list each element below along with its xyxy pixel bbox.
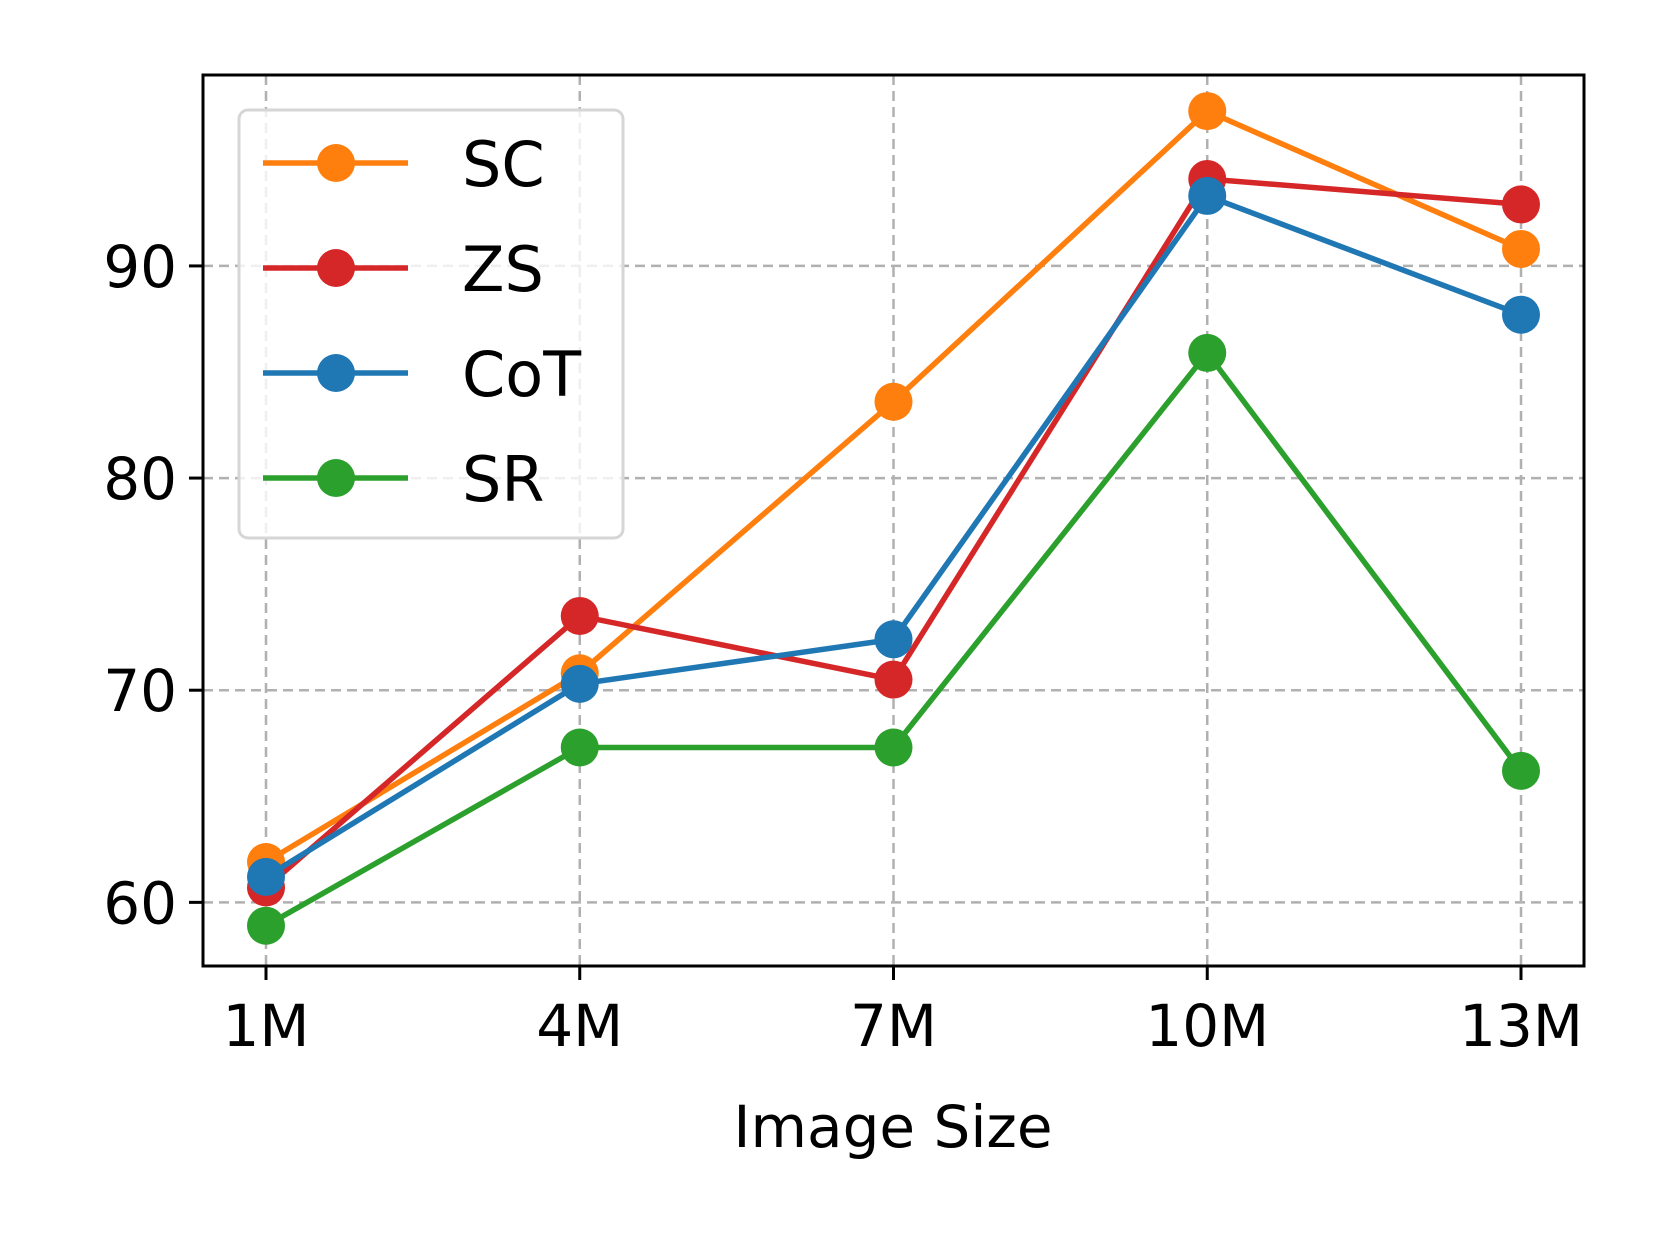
data-point — [1502, 185, 1540, 224]
data-point — [1188, 92, 1227, 131]
series-cot — [247, 176, 1540, 896]
data-point — [874, 620, 913, 659]
legend-entry: CoT — [263, 338, 582, 411]
legend-entry: SC — [263, 128, 545, 201]
legend-marker — [317, 459, 355, 497]
legend-box — [237, 108, 625, 540]
data-point — [560, 664, 599, 703]
data-point — [874, 382, 913, 421]
data-point — [1502, 229, 1540, 268]
x-tick-label: 1M — [223, 992, 310, 1060]
data-point — [874, 728, 913, 767]
legend-marker — [317, 144, 355, 182]
data-point — [1188, 176, 1227, 215]
y-tick-label: 80 — [103, 445, 177, 513]
series-sr — [247, 333, 1540, 945]
legend-marker — [317, 249, 355, 287]
legend-label: ZS — [462, 233, 544, 306]
legend-entry: ZS — [263, 233, 544, 306]
data-point — [1502, 751, 1540, 790]
x-tick-label: 7M — [850, 992, 937, 1060]
x-axis-label: Image Size — [733, 1093, 1052, 1161]
x-tick-label: 10M — [1145, 992, 1269, 1060]
y-tick-label: 90 — [103, 233, 177, 301]
x-tick-label: 4M — [536, 992, 623, 1060]
data-point — [1502, 295, 1540, 334]
axis-ticks: 1M 4M 7M 10M 13M 60 70 80 90 — [103, 233, 1583, 1060]
data-point — [247, 906, 285, 945]
data-point — [560, 596, 599, 635]
legend: SC ZS CoT SR — [237, 108, 625, 540]
data-point — [1188, 333, 1227, 372]
y-tick-label: 70 — [103, 657, 177, 725]
data-point — [247, 857, 285, 896]
legend-entries: SC ZS CoT SR — [263, 128, 582, 516]
data-point — [874, 660, 913, 699]
x-tick-label: 13M — [1459, 992, 1583, 1060]
legend-label: SR — [462, 443, 544, 516]
legend-label: CoT — [462, 338, 582, 411]
series-lines — [247, 92, 1540, 945]
data-point — [560, 728, 599, 767]
legend-entry: SR — [263, 443, 544, 516]
legend-label: SC — [462, 128, 545, 201]
y-tick-label: 60 — [103, 869, 177, 937]
legend-marker — [317, 354, 355, 392]
